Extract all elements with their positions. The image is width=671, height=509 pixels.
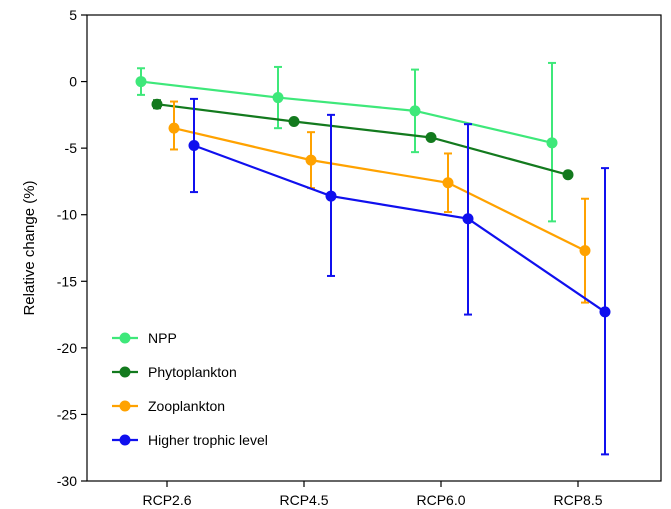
series-line — [156, 103, 569, 176]
legend-swatch-marker — [119, 400, 131, 412]
legend-label: NPP — [148, 330, 177, 346]
x-tick-label: RCP8.5 — [553, 492, 602, 508]
data-point — [135, 76, 147, 88]
data-point — [425, 131, 437, 143]
x-tick-label: RCP2.6 — [142, 492, 191, 508]
data-point — [272, 92, 284, 104]
legend-swatch-marker — [119, 332, 131, 344]
y-tick-label: -15 — [57, 273, 77, 289]
legend-item: Higher trophic level — [112, 432, 268, 448]
series-layer — [135, 61, 611, 456]
y-tick-label: -10 — [57, 207, 77, 223]
y-tick-label: -25 — [57, 406, 77, 422]
data-point — [168, 122, 180, 134]
legend-swatch-marker — [119, 434, 131, 446]
y-tick-label: -5 — [65, 140, 78, 156]
y-axis-title: Relative change (%) — [21, 180, 38, 315]
y-tick-label: 0 — [69, 74, 77, 90]
data-point — [188, 139, 200, 151]
y-tick-label: 5 — [69, 7, 77, 23]
legend-item: Phytoplankton — [112, 364, 237, 380]
series-phytoplankton — [151, 98, 574, 181]
data-point — [599, 306, 611, 318]
x-tick-label: RCP4.5 — [279, 492, 328, 508]
x-tick-label: RCP6.0 — [416, 492, 465, 508]
data-point — [288, 116, 300, 128]
y-tick-label: -20 — [57, 340, 77, 356]
data-point — [562, 169, 574, 181]
data-point — [579, 245, 591, 257]
y-tick-label: -30 — [57, 473, 77, 489]
series-zooplankton — [168, 100, 591, 304]
legend-item: NPP — [112, 330, 177, 346]
series-line — [173, 127, 586, 252]
plot-frame — [86, 14, 662, 482]
axes: 5 0 -5 -10 -15 -20 -25 -30 RCP2.6 RCP4.5 RCP6.0 RCP… — [57, 7, 662, 508]
series-higher-trophic-level — [188, 97, 611, 456]
series-npp — [135, 61, 558, 223]
data-point — [462, 213, 474, 225]
legend-label: Higher trophic level — [148, 432, 268, 448]
legend-label: Phytoplankton — [148, 364, 237, 380]
series-line — [193, 144, 606, 313]
data-point — [409, 105, 421, 117]
series-line — [140, 80, 553, 144]
data-point — [442, 177, 454, 189]
legend-swatch-marker — [119, 366, 131, 378]
data-point — [151, 98, 163, 110]
legend-item: Zooplankton — [112, 398, 225, 414]
data-point — [305, 154, 317, 166]
data-point — [546, 137, 558, 149]
legend: NPP Phytoplankton Zooplankton Higher trophi… — [112, 330, 268, 448]
legend-label: Zooplankton — [148, 398, 225, 414]
data-point — [325, 190, 337, 202]
